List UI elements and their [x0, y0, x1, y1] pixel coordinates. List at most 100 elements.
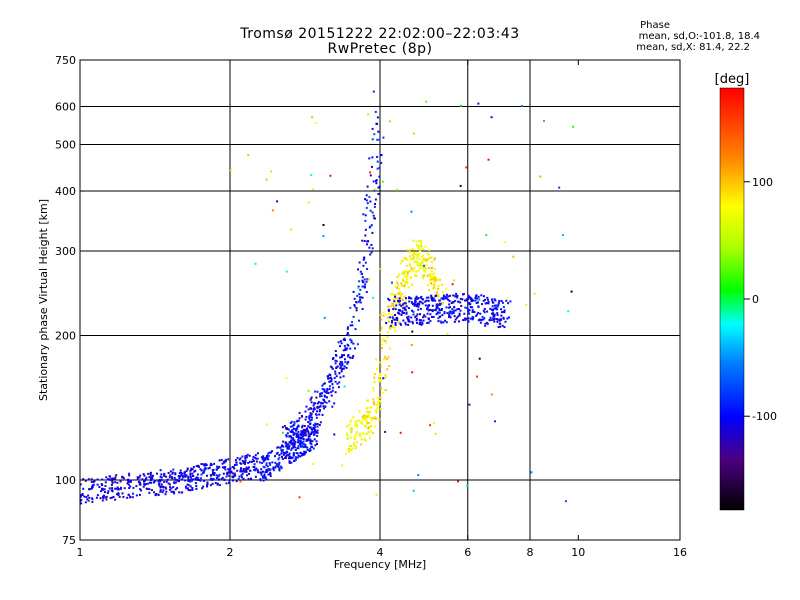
data-point: [492, 314, 495, 317]
data-point: [105, 476, 108, 479]
data-point: [126, 482, 129, 485]
data-point: [301, 445, 304, 448]
data-point: [187, 477, 190, 479]
data-point: [376, 138, 379, 141]
data-point: [307, 201, 310, 204]
data-point: [95, 496, 98, 499]
data-point: [396, 284, 399, 287]
data-point: [393, 326, 396, 329]
data-point: [378, 166, 381, 169]
data-point: [297, 447, 300, 450]
data-point: [269, 468, 272, 471]
data-point: [570, 290, 573, 293]
data-point: [422, 298, 425, 301]
data-point: [211, 473, 214, 476]
data-point: [431, 276, 434, 279]
data-point: [437, 278, 440, 281]
data-point: [400, 293, 403, 295]
data-point: [342, 375, 345, 378]
data-point: [354, 328, 357, 331]
data-point: [243, 463, 246, 465]
data-point: [150, 477, 153, 480]
data-point: [390, 305, 392, 307]
data-point: [382, 314, 385, 317]
data-point: [414, 299, 417, 302]
data-point: [370, 419, 373, 422]
data-point: [422, 277, 425, 280]
data-point: [223, 479, 226, 481]
data-point: [358, 319, 360, 322]
data-point: [396, 280, 399, 283]
data-point: [156, 472, 158, 475]
data-point: [470, 297, 473, 300]
data-point: [333, 377, 336, 379]
data-point: [163, 475, 166, 477]
data-point: [496, 308, 499, 311]
data-point: [490, 116, 493, 119]
data-point: [274, 455, 276, 458]
data-point: [364, 228, 367, 231]
data-point: [150, 481, 153, 484]
data-point: [210, 478, 213, 481]
data-point: [432, 315, 435, 318]
data-point: [315, 416, 318, 419]
data-point: [445, 321, 448, 324]
data-point: [494, 299, 497, 302]
data-point: [435, 303, 438, 306]
data-point: [285, 427, 287, 430]
data-point: [487, 301, 490, 304]
data-point: [422, 254, 424, 257]
data-point: [212, 471, 214, 474]
data-point: [350, 429, 353, 432]
data-point: [350, 419, 353, 422]
data-point: [286, 432, 289, 435]
data-point: [312, 188, 315, 191]
data-point: [304, 451, 307, 454]
data-point: [350, 430, 353, 433]
data-point: [297, 436, 299, 439]
data-point: [404, 283, 407, 286]
data-point: [415, 315, 418, 317]
data-point: [420, 323, 423, 326]
data-point: [433, 285, 436, 288]
data-point: [174, 488, 177, 491]
data-point: [343, 354, 345, 357]
data-point: [228, 482, 231, 484]
data-point: [374, 425, 377, 428]
data-point: [176, 479, 179, 482]
data-point: [427, 267, 430, 269]
data-point: [444, 319, 447, 322]
data-point: [330, 394, 333, 397]
data-point: [564, 500, 567, 503]
data-point: [411, 268, 414, 271]
data-point: [433, 258, 436, 261]
data-point: [420, 242, 423, 244]
data-point: [328, 373, 331, 376]
data-point: [312, 426, 315, 429]
data-point: [298, 417, 301, 420]
data-point: [296, 447, 299, 450]
data-point: [485, 234, 488, 237]
data-point: [373, 217, 376, 220]
data-point: [370, 406, 373, 409]
data-point: [386, 336, 389, 338]
data-point: [444, 297, 447, 300]
data-point: [502, 316, 505, 319]
data-point: [371, 211, 374, 214]
data-point: [373, 403, 376, 405]
data-point: [354, 424, 357, 427]
data-point: [185, 487, 188, 490]
data-point: [307, 389, 310, 392]
data-point: [214, 482, 217, 484]
data-point: [352, 444, 355, 447]
data-point: [271, 461, 274, 464]
data-point: [301, 442, 304, 445]
data-point: [300, 454, 303, 457]
data-point: [389, 324, 392, 327]
data-point: [409, 277, 412, 279]
data-point: [122, 496, 125, 498]
data-point: [91, 500, 94, 503]
data-point: [233, 472, 236, 475]
data-point: [117, 492, 120, 495]
data-point: [260, 471, 263, 474]
